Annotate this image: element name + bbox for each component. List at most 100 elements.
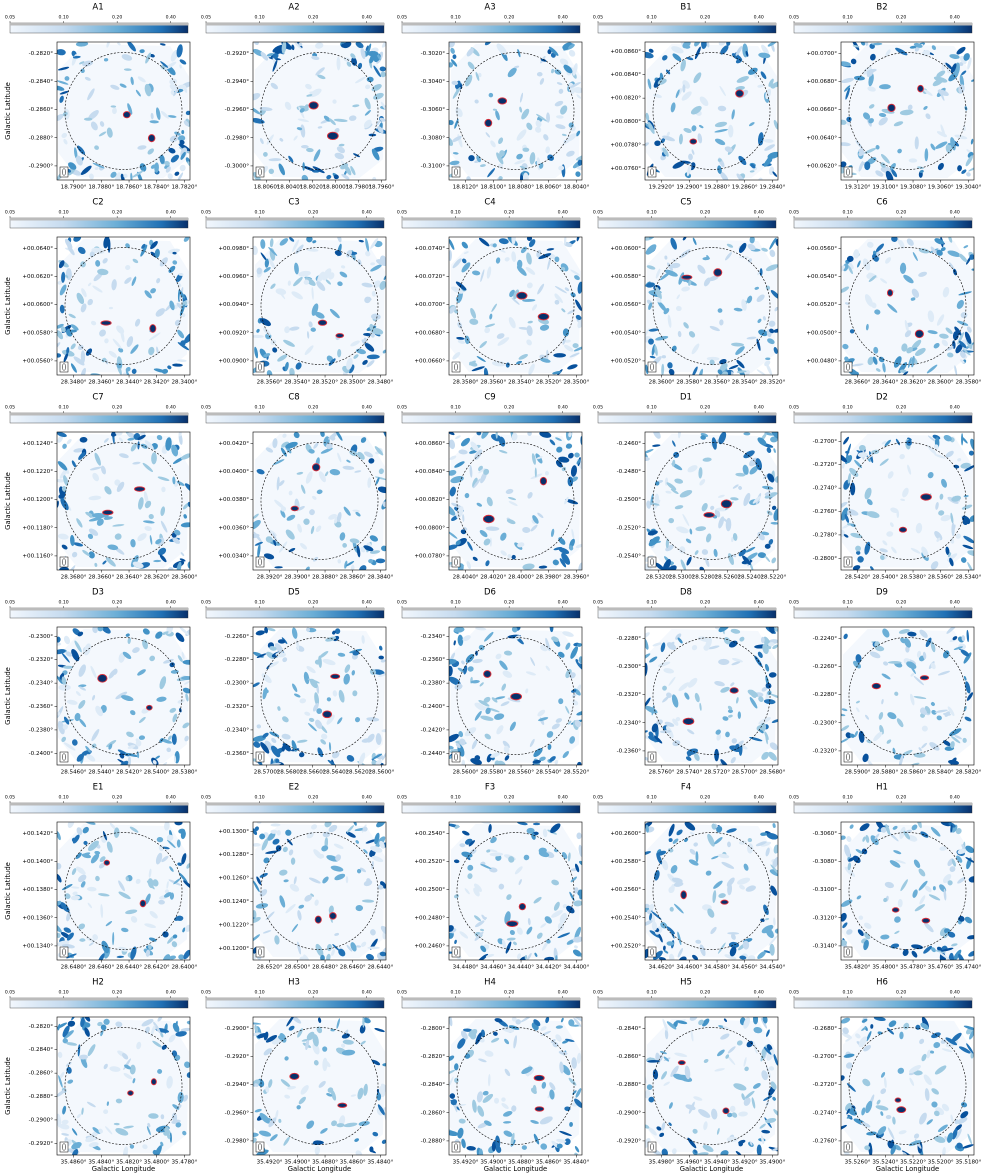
- map-blob: [690, 105, 702, 115]
- colorbar-band: [402, 608, 580, 611]
- colorbar-tick-label: 0.20: [700, 210, 710, 216]
- map-blob: [363, 119, 372, 129]
- x-tick-label: 28.3580°: [676, 380, 702, 386]
- map-blob: [183, 880, 190, 890]
- map-blob: [573, 86, 582, 94]
- map-blob: [558, 456, 570, 463]
- map-blob: [159, 257, 168, 267]
- map-blob: [649, 656, 658, 663]
- map-blob: [71, 1148, 79, 1155]
- map-blob: [97, 1021, 103, 1027]
- map-blob: [90, 320, 97, 326]
- map-blob: [656, 297, 662, 303]
- map-blob: [573, 887, 579, 894]
- map-blob: [279, 238, 289, 246]
- map-blob: [670, 237, 677, 250]
- map-blob: [170, 669, 179, 674]
- map-image: [57, 237, 190, 375]
- map-frame: [840, 821, 975, 961]
- map-blob: [491, 697, 498, 703]
- map-blob: [842, 1027, 849, 1035]
- map-blob: [947, 352, 954, 358]
- map-blob: [965, 845, 974, 854]
- map-blob: [966, 1043, 974, 1054]
- clump: [891, 907, 900, 913]
- map-footprint: [646, 1019, 777, 1153]
- map-blob: [169, 955, 177, 960]
- map-blob: [372, 1131, 379, 1137]
- beam-box: [59, 361, 69, 373]
- map-blob: [946, 67, 951, 74]
- map-blob: [856, 707, 860, 713]
- beam: [845, 363, 851, 371]
- map-blob: [717, 165, 722, 174]
- map-blob: [318, 650, 329, 659]
- map-blob: [306, 627, 311, 633]
- beam-box: [255, 1141, 265, 1153]
- map-blob: [841, 501, 848, 510]
- y-tick-label: -0.2320°: [29, 657, 54, 663]
- aperture: [64, 1027, 183, 1145]
- map-blob: [924, 885, 932, 893]
- map-blob: [858, 730, 865, 743]
- map-blob: [503, 650, 513, 656]
- map-blob: [952, 1128, 958, 1140]
- map-blob: [864, 932, 871, 940]
- map-blob: [655, 481, 660, 486]
- x-tick-label: 28.5440°: [88, 770, 114, 776]
- map-image: [449, 42, 582, 180]
- map-blob: [958, 340, 967, 349]
- colorbar-tick-label: 0.20: [504, 795, 514, 801]
- map-blob: [564, 498, 579, 505]
- map-blob: [73, 542, 84, 547]
- map-blob: [760, 71, 767, 80]
- map-blob: [499, 660, 508, 671]
- map-blob: [910, 297, 916, 301]
- map-blob: [152, 1040, 162, 1048]
- aperture: [848, 832, 967, 950]
- map-blob: [63, 475, 69, 486]
- map-blob: [517, 542, 525, 548]
- map-blob: [355, 348, 367, 355]
- map-blob: [289, 326, 300, 331]
- map-blob: [694, 550, 699, 555]
- colorbar-tick-label: 0.10: [646, 600, 656, 606]
- map-blob: [177, 135, 186, 142]
- map-blob: [484, 1050, 494, 1057]
- map-blob: [645, 637, 649, 650]
- y-tick-label: +00.1240°: [22, 441, 53, 447]
- map-blob: [472, 478, 481, 489]
- map-blob: [682, 84, 686, 93]
- map-blob: [130, 443, 137, 452]
- map-blob: [456, 506, 464, 519]
- y-tick-label: +00.0900°: [218, 358, 249, 364]
- map-blob: [934, 709, 948, 713]
- map-blob: [536, 72, 543, 77]
- map-blob: [517, 48, 521, 58]
- map-blob: [873, 346, 879, 354]
- map-blob: [256, 876, 262, 885]
- y-tick-label: +00.2540°: [610, 915, 641, 921]
- map-blob: [960, 649, 970, 657]
- map-blob: [705, 870, 712, 876]
- map-blob: [172, 1022, 180, 1033]
- map-blob: [759, 722, 767, 732]
- map-blob: [692, 954, 698, 960]
- map-frame: [56, 236, 191, 376]
- map-blob: [164, 822, 170, 831]
- map-blob: [539, 1116, 553, 1125]
- map-blob: [572, 694, 576, 698]
- beam-box: [647, 1141, 657, 1153]
- map-blob: [929, 742, 940, 751]
- x-tick-label: 18.7980°: [346, 185, 372, 191]
- map-blob: [336, 237, 342, 243]
- map-blob: [842, 922, 848, 929]
- map-blob: [870, 835, 879, 846]
- map-blob: [758, 696, 764, 702]
- x-tick-label: 35.4860°: [61, 1160, 87, 1166]
- beam-box: [59, 1141, 69, 1153]
- map-blob: [324, 822, 332, 828]
- map-blob: [728, 553, 734, 566]
- map-blob: [947, 1132, 954, 1143]
